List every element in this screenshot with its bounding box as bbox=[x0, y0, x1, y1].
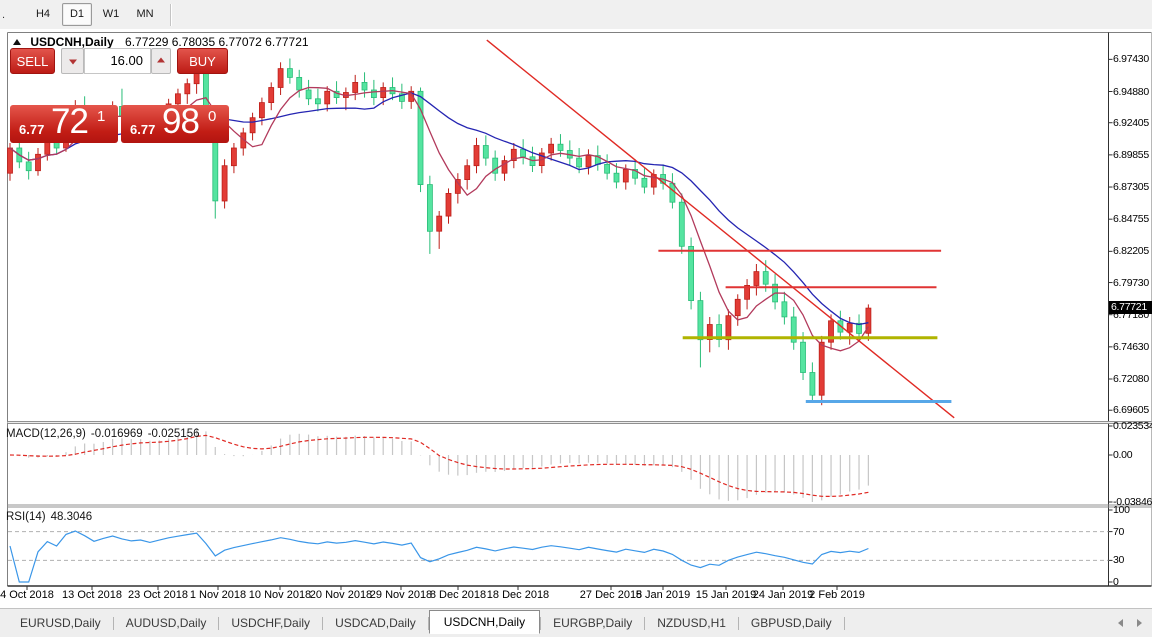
tab-separator bbox=[843, 616, 845, 630]
price-tick-label: 6.74630 bbox=[1113, 340, 1149, 353]
triangle-up-icon bbox=[157, 57, 165, 63]
volume-input[interactable]: 16.00 bbox=[84, 48, 151, 74]
time-tick-label: 29 Nov 2018 bbox=[369, 589, 433, 601]
buy-price-tile[interactable]: 6.77 98 0 bbox=[121, 102, 229, 143]
time-tick-label: 18 Dec 2018 bbox=[486, 589, 550, 601]
tab-separator bbox=[218, 616, 220, 630]
timeframe-button-mn[interactable]: MN bbox=[136, 8, 154, 20]
sell-price-prefix: 6.77 bbox=[19, 122, 45, 137]
tab-eurgbp-daily[interactable]: EURGBP,Daily bbox=[553, 616, 633, 630]
tab-audusd-daily[interactable]: AUDUSD,Daily bbox=[125, 616, 207, 630]
tab-separator bbox=[112, 616, 114, 630]
descending-trendline[interactable] bbox=[486, 39, 955, 419]
macd-signal-line bbox=[9, 434, 869, 498]
time-tick-label: 10 Nov 2018 bbox=[248, 589, 312, 601]
price-tick-label: 6.87305 bbox=[1113, 181, 1149, 194]
rsi-tick-label: 0 bbox=[1113, 576, 1119, 588]
timeframe-button-w1[interactable]: W1 bbox=[102, 8, 120, 20]
rsi-value: 48.3046 bbox=[50, 511, 93, 523]
rsi-line bbox=[9, 530, 869, 583]
time-tick-label: 5 Jan 2019 bbox=[635, 589, 691, 601]
one-click-trading-panel: SELL 16.00 BUY 6.77 72 1 6.77 98 0 bbox=[10, 48, 229, 143]
macd-main-value: -0.016969 bbox=[90, 428, 143, 440]
buy-price-prefix: 6.77 bbox=[130, 122, 156, 137]
sell-price-big: 72 bbox=[51, 102, 89, 141]
tab-gbpusd-daily[interactable]: GBPUSD,Daily bbox=[750, 616, 832, 630]
time-tick-label: 24 Jan 2019 bbox=[752, 589, 814, 601]
tab-separator bbox=[427, 616, 429, 630]
triangle-down-icon bbox=[68, 59, 77, 65]
price-tick-label: 6.97430 bbox=[1113, 53, 1149, 66]
price-tick-label: 6.82205 bbox=[1113, 245, 1149, 258]
collapse-triangle-icon[interactable] bbox=[13, 39, 21, 45]
toolbar-separator bbox=[170, 3, 172, 26]
rsi-name: RSI(14) bbox=[6, 511, 46, 523]
time-tick-label: 8 Dec 2018 bbox=[429, 589, 487, 601]
chart-symbol-label: USDCNH,Daily bbox=[30, 35, 114, 49]
volume-increase-button[interactable] bbox=[151, 48, 171, 74]
tab-separator bbox=[540, 616, 542, 630]
tab-scroll-right-button[interactable] bbox=[1137, 619, 1142, 627]
sell-button[interactable]: SELL bbox=[10, 48, 55, 74]
tab-usdchf-daily[interactable]: USDCHF,Daily bbox=[231, 616, 311, 630]
symbol-tab-bar: EURUSD,Daily AUDUSD,Daily USDCHF,Daily USDC… bbox=[0, 608, 1152, 637]
rsi-tick-label: 30 bbox=[1113, 554, 1125, 567]
price-tick-label: 6.92405 bbox=[1113, 116, 1149, 129]
macd-label: MACD(12,26,9) -0.016969 -0.025156 bbox=[6, 428, 204, 440]
rsi-tick-label: 100 bbox=[1113, 504, 1130, 516]
time-tick-label: 4 Oct 2018 bbox=[0, 589, 54, 601]
time-tick-label: 20 Nov 2018 bbox=[309, 589, 373, 601]
volume-decrease-button[interactable] bbox=[61, 48, 84, 74]
chart-ohlc-values: 6.77229 6.78035 6.77072 6.77721 bbox=[125, 35, 309, 49]
macd-histogram bbox=[18, 428, 869, 502]
macd-signal-value: -0.025156 bbox=[147, 428, 200, 440]
time-tick-label: 2 Feb 2019 bbox=[809, 589, 865, 601]
chart-window: USDCNH,Daily 6.77229 6.78035 6.77072 6.7… bbox=[0, 29, 1152, 608]
macd-tick-label: 0.023534 bbox=[1113, 420, 1152, 432]
price-tick-label: 6.89855 bbox=[1113, 148, 1149, 161]
sell-price-pip: 1 bbox=[97, 108, 106, 125]
tab-nzdusd-h1[interactable]: NZDUSD,H1 bbox=[657, 616, 726, 630]
timeframe-buttons: H4 D1 W1 MN bbox=[26, 3, 162, 26]
price-tick-label: 6.72080 bbox=[1113, 373, 1149, 385]
timeframe-button-d1[interactable]: D1 bbox=[62, 3, 92, 26]
tab-usdcnh-daily[interactable]: USDCNH,Daily bbox=[428, 610, 541, 634]
price-tick-label: 6.69605 bbox=[1113, 404, 1149, 417]
buy-button[interactable]: BUY bbox=[177, 48, 228, 74]
tab-usdcad-daily[interactable]: USDCAD,Daily bbox=[335, 616, 416, 630]
rsi-label: RSI(14) 48.3046 bbox=[6, 511, 97, 523]
time-tick-label: 13 Oct 2018 bbox=[62, 589, 122, 601]
macd-tick-label: -0.038466 bbox=[1113, 496, 1152, 508]
sell-price-tile[interactable]: 6.77 72 1 bbox=[10, 102, 118, 143]
tab-separator bbox=[737, 616, 739, 630]
time-tick-label: 1 Nov 2018 bbox=[189, 589, 247, 601]
time-tick-label: 27 Dec 2018 bbox=[579, 589, 643, 601]
buy-price-big: 98 bbox=[162, 102, 200, 141]
rsi-tick-label: 70 bbox=[1113, 525, 1125, 538]
tab-scroll-arrows bbox=[1118, 619, 1142, 627]
top-toolbar: . H4 D1 W1 MN bbox=[0, 0, 1152, 30]
tab-scroll-left-button[interactable] bbox=[1118, 619, 1123, 627]
current-price-tag: 6.77721 bbox=[1109, 301, 1152, 315]
tab-separator bbox=[322, 616, 324, 630]
macd-name: MACD(12,26,9) bbox=[6, 428, 86, 440]
chart-title: USDCNH,Daily 6.77229 6.78035 6.77072 6.7… bbox=[13, 35, 309, 49]
price-tick-label: 6.84755 bbox=[1113, 213, 1149, 226]
price-tick-label: 6.79730 bbox=[1113, 276, 1149, 289]
price-tick-label: 6.94880 bbox=[1113, 85, 1149, 98]
chart-canvas[interactable] bbox=[0, 29, 1152, 608]
timeframe-button-h4[interactable]: H4 bbox=[35, 8, 51, 20]
clipped-toolbar-button[interactable]: . bbox=[2, 8, 6, 21]
tab-eurusd-daily[interactable]: EURUSD,Daily bbox=[20, 616, 101, 630]
macd-tick-label: 0.00 bbox=[1113, 449, 1133, 461]
buy-price-pip: 0 bbox=[208, 108, 217, 125]
time-tick-label: 23 Oct 2018 bbox=[128, 589, 188, 601]
time-tick-label: 15 Jan 2019 bbox=[695, 589, 757, 601]
tab-separator bbox=[644, 616, 646, 630]
